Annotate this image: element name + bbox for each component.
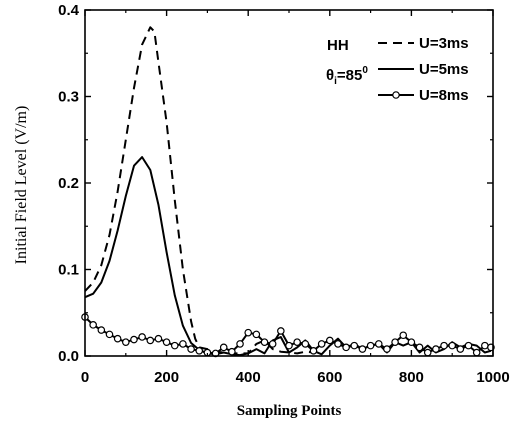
legend-item: U=5ms [378,61,469,78]
data-point [309,347,318,355]
data-point [423,348,432,357]
legend-label: U=5ms [419,61,469,78]
data-point [228,347,236,356]
legend: U=3ms U=5ms U=8ms [378,35,469,104]
y-axis-title: Initial Field Level (V/m) [13,106,30,265]
data-point [448,341,457,350]
angle-value: =85 [337,67,362,84]
angle-subscript: i [334,76,337,87]
data-point [162,338,171,346]
data-point [122,338,130,346]
data-point [130,335,138,344]
data-point [342,343,350,352]
data-point [154,334,163,343]
data-point [432,345,440,353]
angle-superscript: 0 [362,65,368,76]
ticks-layer: 0 200 400 600 800 1000 0.0 0.1 0.2 0.3 0.4 [58,2,510,386]
x-tick-label: 0 [81,369,89,386]
data-point [146,336,155,345]
series-1 [84,26,314,355]
data-point [472,348,481,357]
y-tick-label: 0.0 [58,348,79,365]
data-point [219,343,228,352]
data-point [334,340,342,348]
series-3 [81,313,495,358]
data-point [374,340,383,348]
legend-label: U=8ms [419,87,469,104]
data-point [366,341,375,350]
series-line [84,156,492,357]
data-point [293,338,301,346]
y-tick-label: 0.1 [58,262,79,279]
y-tick-label: 0.4 [58,2,80,19]
legend-item: U=3ms [378,35,469,52]
data-point [268,340,277,348]
data-point [415,343,424,352]
data-point [170,341,179,350]
data-point [407,338,416,346]
data-point [260,338,269,346]
data-point [89,321,97,329]
data-point [236,340,244,348]
legend-item: U=8ms [378,87,469,104]
x-axis-title: Sampling Points [237,403,342,419]
x-tick-label: 200 [154,369,179,386]
data-point [317,340,326,348]
series-2 [84,156,492,357]
data-point [113,334,122,343]
data-point [481,341,489,350]
data-point [383,345,391,353]
data-point [456,345,465,353]
x-tick-label: 600 [317,369,342,386]
data-point [440,341,448,350]
data-point [464,341,473,350]
data-point [187,345,195,353]
data-point [350,341,359,350]
x-tick-label: 800 [399,369,424,386]
data-point [399,331,408,340]
data-point [325,336,334,345]
y-tick-label: 0.3 [58,89,79,106]
data-point [277,327,285,335]
polarization-label: HH [327,37,349,54]
data-point [244,328,253,337]
x-tick-label: 1000 [476,369,509,386]
data-point [105,330,114,339]
series-layer [81,26,495,358]
data-point [138,333,146,341]
data-point [97,326,106,334]
data-point [252,330,261,339]
legend-label: U=3ms [419,35,469,52]
x-tick-label: 400 [236,369,261,386]
legend-marker [392,91,400,99]
incidence-angle-label: θi=850 [326,65,368,87]
data-point [285,341,293,350]
data-point [391,338,399,346]
series-line [84,26,314,355]
data-point [301,340,310,348]
angle-symbol: θ [326,67,334,84]
data-point [179,340,187,348]
data-point [358,345,367,353]
data-point [195,347,204,355]
y-tick-label: 0.2 [58,175,79,192]
